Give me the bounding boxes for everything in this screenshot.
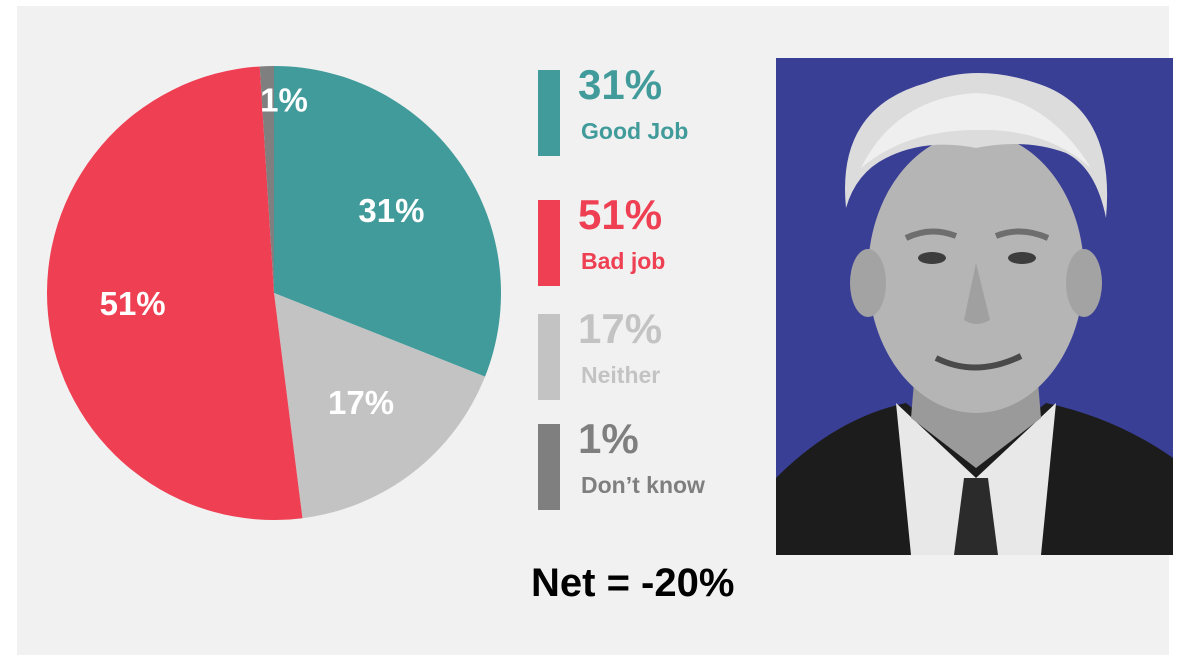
pie-slice-neither <box>274 293 486 519</box>
pie-slice-bad-job <box>46 66 303 520</box>
legend-label-good-job: Good Job <box>581 118 689 144</box>
legend-swatch-bad-job <box>538 200 560 286</box>
legend-label-neither: Neither <box>581 362 661 388</box>
pie-label-neither: 17% <box>328 384 394 421</box>
legend-pct-good-job: 31% <box>578 61 663 108</box>
legend-pct-neither: 17% <box>578 305 663 352</box>
legend-swatch-good-job <box>538 70 560 156</box>
legend-label-bad-job: Bad job <box>581 248 666 274</box>
legend-swatch-neither <box>538 314 560 400</box>
person-portrait-icon <box>776 58 1173 555</box>
chart-panel: 31% 17% 51% 1% 31% Good Job 51% Bad job 17%… <box>17 6 1173 655</box>
pie-chart: 31% 17% 51% 1% <box>46 66 502 520</box>
pie-label-don-t-know: 1% <box>260 82 308 119</box>
pie-label-bad-job: 51% <box>100 285 166 322</box>
pie-slice-don-t-know <box>259 66 274 293</box>
legend-swatch-dont-know <box>538 424 560 510</box>
legend-pct-bad-job: 51% <box>578 191 663 238</box>
net-score: Net = -20% <box>531 561 735 605</box>
pie-label-good-job: 31% <box>358 192 424 229</box>
legend-pct-dont-know: 1% <box>578 415 639 462</box>
legend-label-dont-know: Don’t know <box>581 472 705 498</box>
pie-slice-good-job <box>274 66 502 377</box>
